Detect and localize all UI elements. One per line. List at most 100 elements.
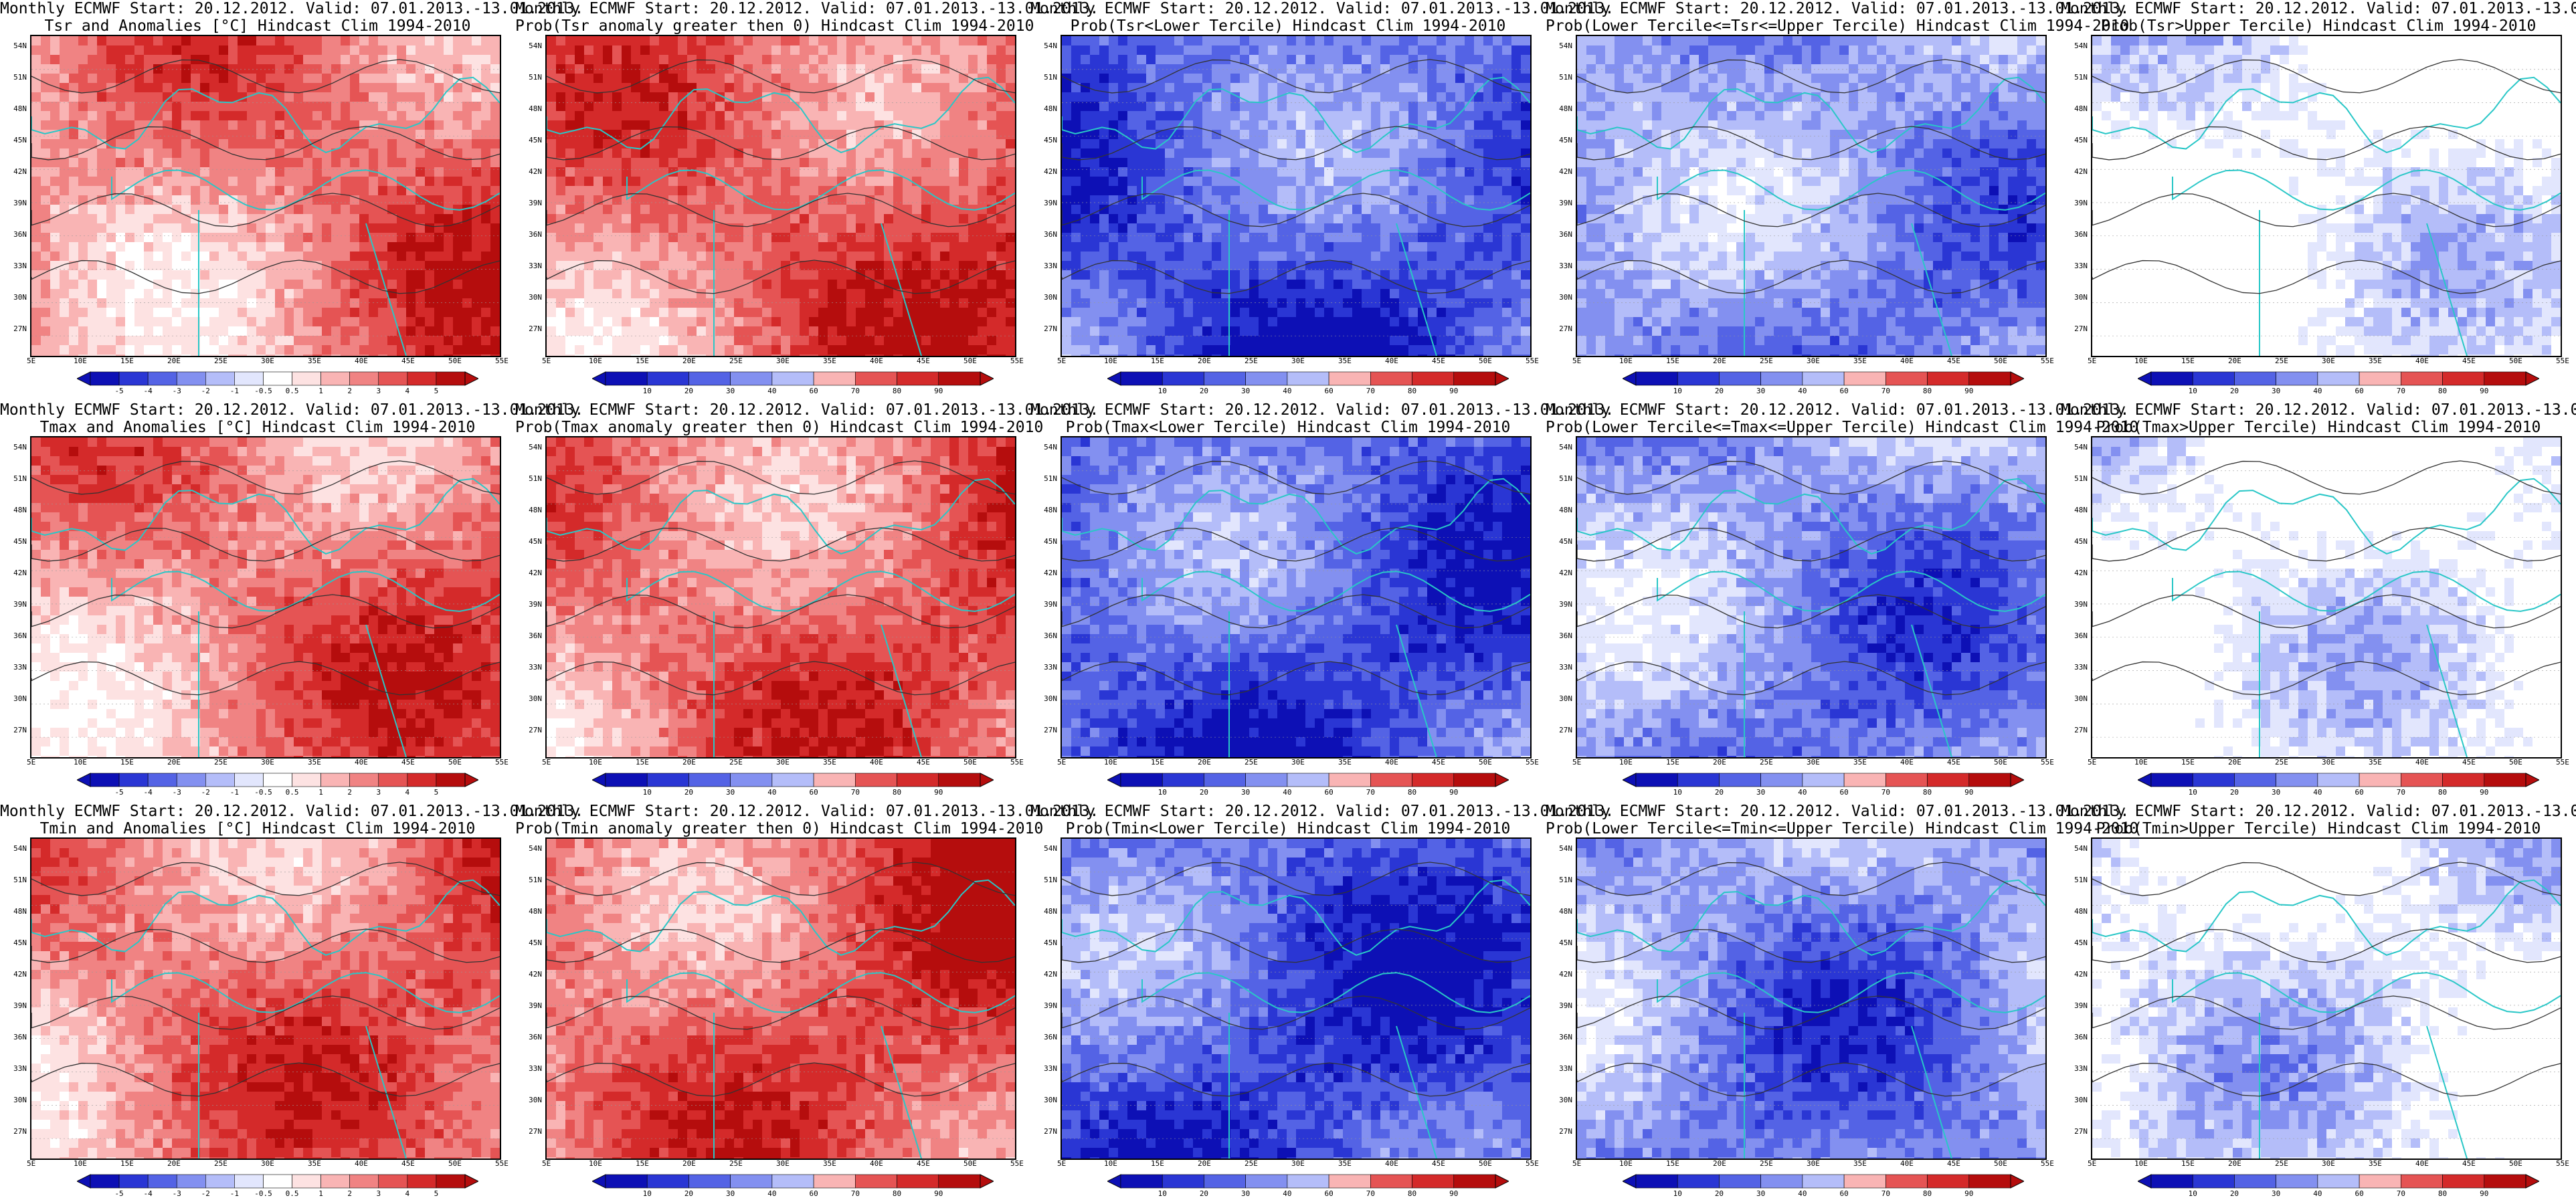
- lat-label: 39N: [1546, 199, 1572, 207]
- panel-title-line2: Prob(Tmin>Upper Tercile) Hindcast Clim 1…: [2061, 820, 2576, 837]
- lon-label: 45E: [401, 758, 415, 767]
- color-bar-labels: 10 20 30 40 60 70 80 90: [592, 387, 994, 399]
- lat-label: 54N: [515, 41, 542, 50]
- lon-label: 45E: [2462, 1159, 2476, 1168]
- lat-label: 51N: [515, 73, 542, 82]
- color-bar-tick: 80: [893, 387, 901, 395]
- lat-label: 33N: [2061, 663, 2088, 672]
- lon-label: 55E: [2556, 758, 2569, 767]
- lat-label: 42N: [515, 569, 542, 577]
- lat-label: 45N: [515, 136, 542, 144]
- isotherm-contour: [31, 995, 500, 1030]
- lat-label: 27N: [1546, 324, 1572, 333]
- color-bar-tick: 80: [1408, 788, 1416, 797]
- lon-label: 55E: [495, 1159, 509, 1168]
- lon-label: 30E: [1807, 357, 1820, 365]
- lon-label: 15E: [636, 758, 649, 767]
- forecast-map: [1061, 436, 1532, 759]
- map-canvas: [1577, 36, 2045, 356]
- color-bar-tick: 30: [726, 387, 735, 395]
- color-bar-tick: 40: [1798, 387, 1807, 395]
- lon-label: 40E: [1385, 357, 1398, 365]
- isotherm-contour: [547, 862, 1015, 896]
- color-bar-tick: 30: [2272, 387, 2280, 395]
- lat-label: 36N: [2061, 631, 2088, 640]
- lat-label: 30N: [1546, 694, 1572, 703]
- color-bar-tick: 40: [2313, 788, 2322, 797]
- lat-label: 33N: [515, 1064, 542, 1073]
- forecast-map: [1576, 837, 2047, 1160]
- lon-label: 50E: [448, 1159, 462, 1168]
- lon-label: 15E: [636, 1159, 649, 1168]
- lon-label: 5E: [27, 758, 35, 767]
- lon-label: 40E: [355, 357, 368, 365]
- panel-title-line1: Monthly ECMWF Start: 20.12.2012. Valid: …: [2061, 0, 2576, 17]
- color-bar-tick: -4: [144, 387, 153, 395]
- lon-label: 30E: [1291, 1159, 1305, 1168]
- lat-label: 42N: [515, 167, 542, 176]
- color-bar-tick: 60: [2355, 788, 2363, 797]
- lon-label: 10E: [1104, 357, 1117, 365]
- lon-label: 25E: [214, 1159, 227, 1168]
- panel-title-line1: Monthly ECMWF Start: 20.12.2012. Valid: …: [0, 401, 583, 419]
- color-bar-tick: 1: [318, 387, 323, 395]
- lat-label: 48N: [0, 506, 27, 514]
- map-canvas: [2092, 437, 2561, 757]
- color-bar-labels: 10 20 30 40 60 70 80 90: [1623, 788, 2024, 800]
- lon-label: 20E: [2228, 357, 2241, 365]
- color-bar: [1623, 1174, 2024, 1189]
- lon-label: 25E: [1245, 357, 1258, 365]
- isotherm-contour: [1062, 995, 1530, 1030]
- isotherm-contour: [1577, 260, 2045, 294]
- color-bar-tick: 40: [1283, 1189, 1291, 1198]
- lat-label: 30N: [1030, 694, 1057, 703]
- color-bar-tick: 20: [2230, 387, 2239, 395]
- lon-label: 35E: [1338, 1159, 1352, 1168]
- lat-label: 54N: [1546, 443, 1572, 452]
- lon-label: 30E: [2322, 1159, 2335, 1168]
- lat-label: 33N: [515, 663, 542, 672]
- map-canvas: [2092, 36, 2561, 356]
- lon-label: 25E: [1760, 1159, 1773, 1168]
- color-bar-tick: 90: [2480, 1189, 2488, 1198]
- panel-title-line1: Monthly ECMWF Start: 20.12.2012. Valid: …: [515, 803, 1099, 820]
- color-bar-tick: 30: [2272, 788, 2280, 797]
- lat-label: 48N: [1546, 104, 1572, 113]
- lon-label: 55E: [2041, 758, 2054, 767]
- isotherm-contour: [1062, 594, 1530, 629]
- lat-label: 45N: [0, 938, 27, 947]
- lon-label: 35E: [2369, 357, 2382, 365]
- color-bar-tick: 90: [934, 387, 943, 395]
- color-bar-tick: 80: [893, 788, 901, 797]
- lon-label: 25E: [1245, 1159, 1258, 1168]
- isotherm-contour: [1577, 862, 2045, 896]
- lat-label: 30N: [1546, 293, 1572, 302]
- lon-label: 10E: [1104, 758, 1117, 767]
- panel-title-line2: Prob(Lower Tercile<=Tsr<=Upper Tercile) …: [1546, 17, 2129, 35]
- lon-label: 15E: [1151, 1159, 1164, 1168]
- lon-label: 15E: [1151, 758, 1164, 767]
- lon-label: 5E: [1057, 1159, 1066, 1168]
- lon-label: 35E: [2369, 758, 2382, 767]
- lat-label: 36N: [1030, 230, 1057, 239]
- lon-label: 30E: [2322, 357, 2335, 365]
- map-panel-tmax-3: Monthly ECMWF Start: 20.12.2012. Valid: …: [1030, 401, 1614, 803]
- color-bar-tick: 20: [684, 1189, 693, 1198]
- coastline: [547, 478, 1015, 757]
- isotherm-contour: [547, 1062, 1015, 1097]
- color-bar-tick: 70: [851, 387, 860, 395]
- color-bar-tick: 80: [2438, 788, 2447, 797]
- color-bar: [77, 371, 478, 386]
- lat-label: 51N: [1546, 73, 1572, 82]
- lat-label: 45N: [1030, 938, 1057, 947]
- lat-label: 30N: [515, 1096, 542, 1104]
- color-bar-tick: 80: [1923, 1189, 1932, 1198]
- lat-label: 30N: [2061, 694, 2088, 703]
- lon-label: 15E: [2181, 758, 2195, 767]
- lon-label: 25E: [729, 1159, 743, 1168]
- isotherm-contour: [31, 126, 500, 161]
- lat-label: 48N: [1546, 907, 1572, 916]
- lon-label: 25E: [1760, 357, 1773, 365]
- lon-label: 50E: [963, 357, 977, 365]
- lon-label: 40E: [2415, 758, 2429, 767]
